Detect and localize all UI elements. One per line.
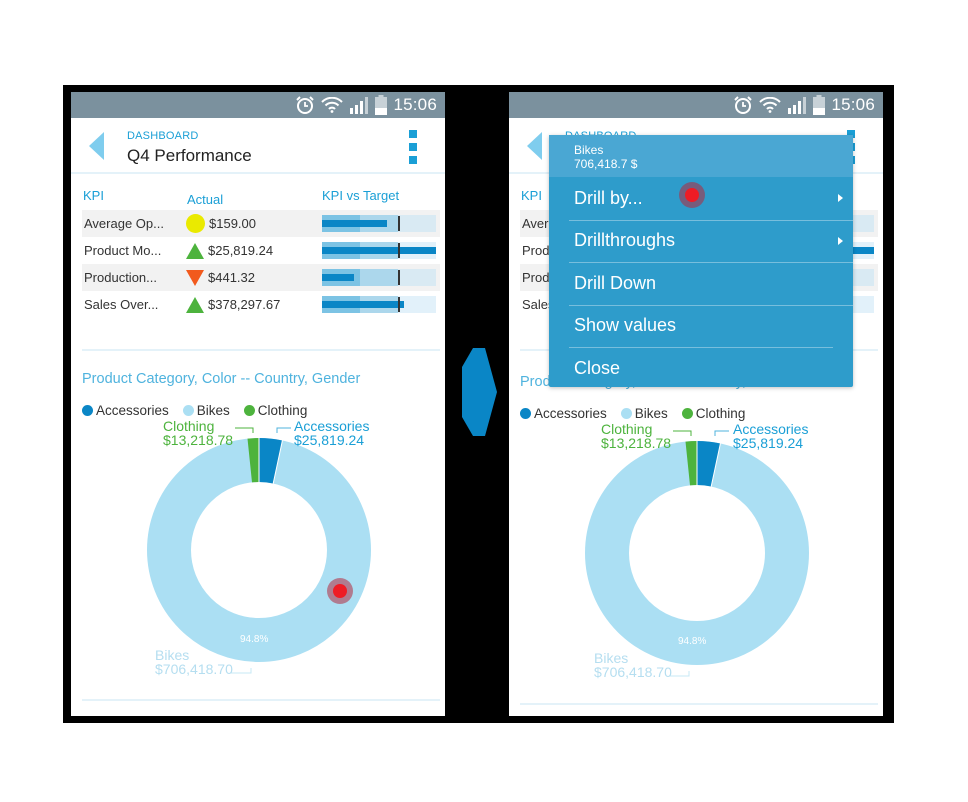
bullet-chart (322, 296, 436, 313)
table-row[interactable]: Product Mo... $25,819.24 (82, 237, 440, 264)
kpi-name: Production... (84, 270, 157, 285)
touch-indicator (327, 578, 353, 604)
kpi-name: Sales Over... (84, 297, 159, 312)
alarm-icon (734, 96, 753, 114)
kpi-name: Average Op... (84, 216, 164, 231)
context-menu: Bikes 706,418.7 $ Drill by... Drillthrou… (549, 135, 853, 387)
section-divider (82, 349, 440, 351)
legend-dot-icon (182, 405, 194, 416)
kpi-table: KPI Actual KPI vs Target Average Op... $… (82, 188, 440, 318)
phone-screen-after: 15:06 DASHBOARD Q4 Performance KPI Actua… (509, 92, 883, 716)
legend-item-accessories[interactable]: Accessories (520, 406, 607, 421)
signal-icon (788, 97, 807, 114)
chart-legend: Accessories Bikes Clothing (520, 406, 745, 421)
section-divider (82, 699, 440, 701)
legend-item-clothing[interactable]: Clothing (243, 403, 307, 418)
submenu-arrow-icon (838, 194, 843, 202)
status-bar: 15:06 (71, 92, 445, 118)
bullet-chart (322, 215, 436, 232)
clock: 15:06 (393, 95, 437, 114)
back-arrow-icon[interactable] (89, 132, 104, 160)
context-menu-header: Bikes 706,418.7 $ (549, 135, 853, 177)
menu-item-close[interactable]: Close (549, 347, 853, 390)
bullet-chart (322, 269, 436, 286)
column-header-kpi: KPI (83, 188, 104, 203)
legend-dot-icon (243, 405, 255, 416)
slice-accessories (259, 438, 283, 484)
page-title: Q4 Performance (127, 146, 252, 165)
clothing-label: Clothing $13,218.78 (601, 421, 672, 451)
wifi-icon (759, 97, 782, 113)
legend-dot-icon (520, 408, 531, 419)
slice-clothing (247, 438, 259, 483)
table-row[interactable]: Average Op... $159.00 (82, 210, 440, 237)
down-triangle-icon (186, 269, 204, 286)
up-triangle-icon (186, 242, 204, 259)
touch-indicator (679, 182, 705, 208)
bikes-percent-label: 94.8% (240, 634, 269, 645)
column-header-actual: Actual (187, 191, 224, 207)
bikes-percent-label: 94.8% (678, 636, 707, 647)
menu-item-drill-by[interactable]: Drill by... (549, 177, 853, 220)
signal-icon (350, 97, 369, 114)
bikes-label: Bikes $706,418.70 (594, 650, 672, 680)
kpi-actual: $25,819.24 (208, 243, 274, 258)
bikes-label: Bikes $706,418.70 (155, 647, 233, 677)
submenu-arrow-icon (838, 236, 843, 245)
neutral-circle-icon (186, 214, 205, 233)
battery-icon (813, 95, 826, 115)
kpi-actual: $441.32 (208, 270, 255, 285)
legend-item-bikes[interactable]: Bikes (620, 406, 668, 421)
back-arrow-icon[interactable] (527, 132, 542, 160)
wifi-icon (321, 97, 344, 113)
accessories-label: Accessories $25,819.24 (294, 418, 370, 448)
clothing-label: Clothing $13,218.78 (163, 418, 234, 448)
donut-chart[interactable] (71, 92, 445, 716)
up-triangle-icon (186, 296, 204, 313)
section-divider (520, 703, 878, 705)
legend-item-clothing[interactable]: Clothing (681, 406, 745, 421)
legend-dot-icon (681, 408, 693, 419)
status-bar: 15:06 (509, 92, 883, 118)
table-row[interactable]: Production... $441.32 (82, 264, 440, 291)
menu-header-value: 706,418.7 $ (574, 157, 638, 171)
legend-dot-icon (620, 408, 632, 419)
app-header: DASHBOARD Q4 Performance (71, 118, 445, 174)
column-header-kpi: KPI (521, 188, 542, 203)
slice-accessories (697, 441, 721, 487)
legend-item-accessories[interactable]: Accessories (82, 403, 169, 418)
legend-item-bikes[interactable]: Bikes (182, 403, 230, 418)
breadcrumb[interactable]: DASHBOARD (127, 130, 199, 142)
kpi-actual: $378,297.67 (208, 297, 281, 312)
menu-item-show-values[interactable]: Show values (549, 304, 853, 348)
kpi-name: Product Mo... (84, 243, 162, 258)
battery-icon (375, 95, 388, 115)
menu-item-drill-down[interactable]: Drill Down (549, 262, 853, 305)
bullet-chart (322, 242, 436, 259)
donut-chart[interactable] (509, 92, 883, 716)
alarm-icon (296, 96, 315, 114)
chart-legend: Accessories Bikes Clothing (82, 403, 307, 418)
slice-clothing (685, 441, 697, 486)
accessories-label: Accessories $25,819.24 (733, 421, 809, 451)
menu-header-title: Bikes (574, 143, 604, 157)
kpi-actual: $159.00 (209, 216, 256, 231)
chart-title: Product Category, Color -- Country, Gend… (82, 371, 361, 387)
legend-dot-icon (82, 405, 93, 416)
column-header-kpi-vs-target: KPI vs Target (322, 188, 400, 203)
transition-arrow-icon (462, 348, 497, 436)
slice-bikes (585, 441, 809, 665)
table-row[interactable]: Sales Over... $378,297.67 (82, 291, 440, 318)
kpi-table-header: KPI Actual KPI vs Target (82, 188, 440, 210)
slice-bikes (147, 438, 371, 662)
phone-screen-before: 15:06 DASHBOARD Q4 Performance KPI Actua… (71, 92, 445, 716)
kebab-menu-icon[interactable] (409, 130, 417, 164)
clock: 15:06 (831, 95, 875, 114)
menu-item-drillthroughs[interactable]: Drillthroughs (549, 219, 853, 263)
